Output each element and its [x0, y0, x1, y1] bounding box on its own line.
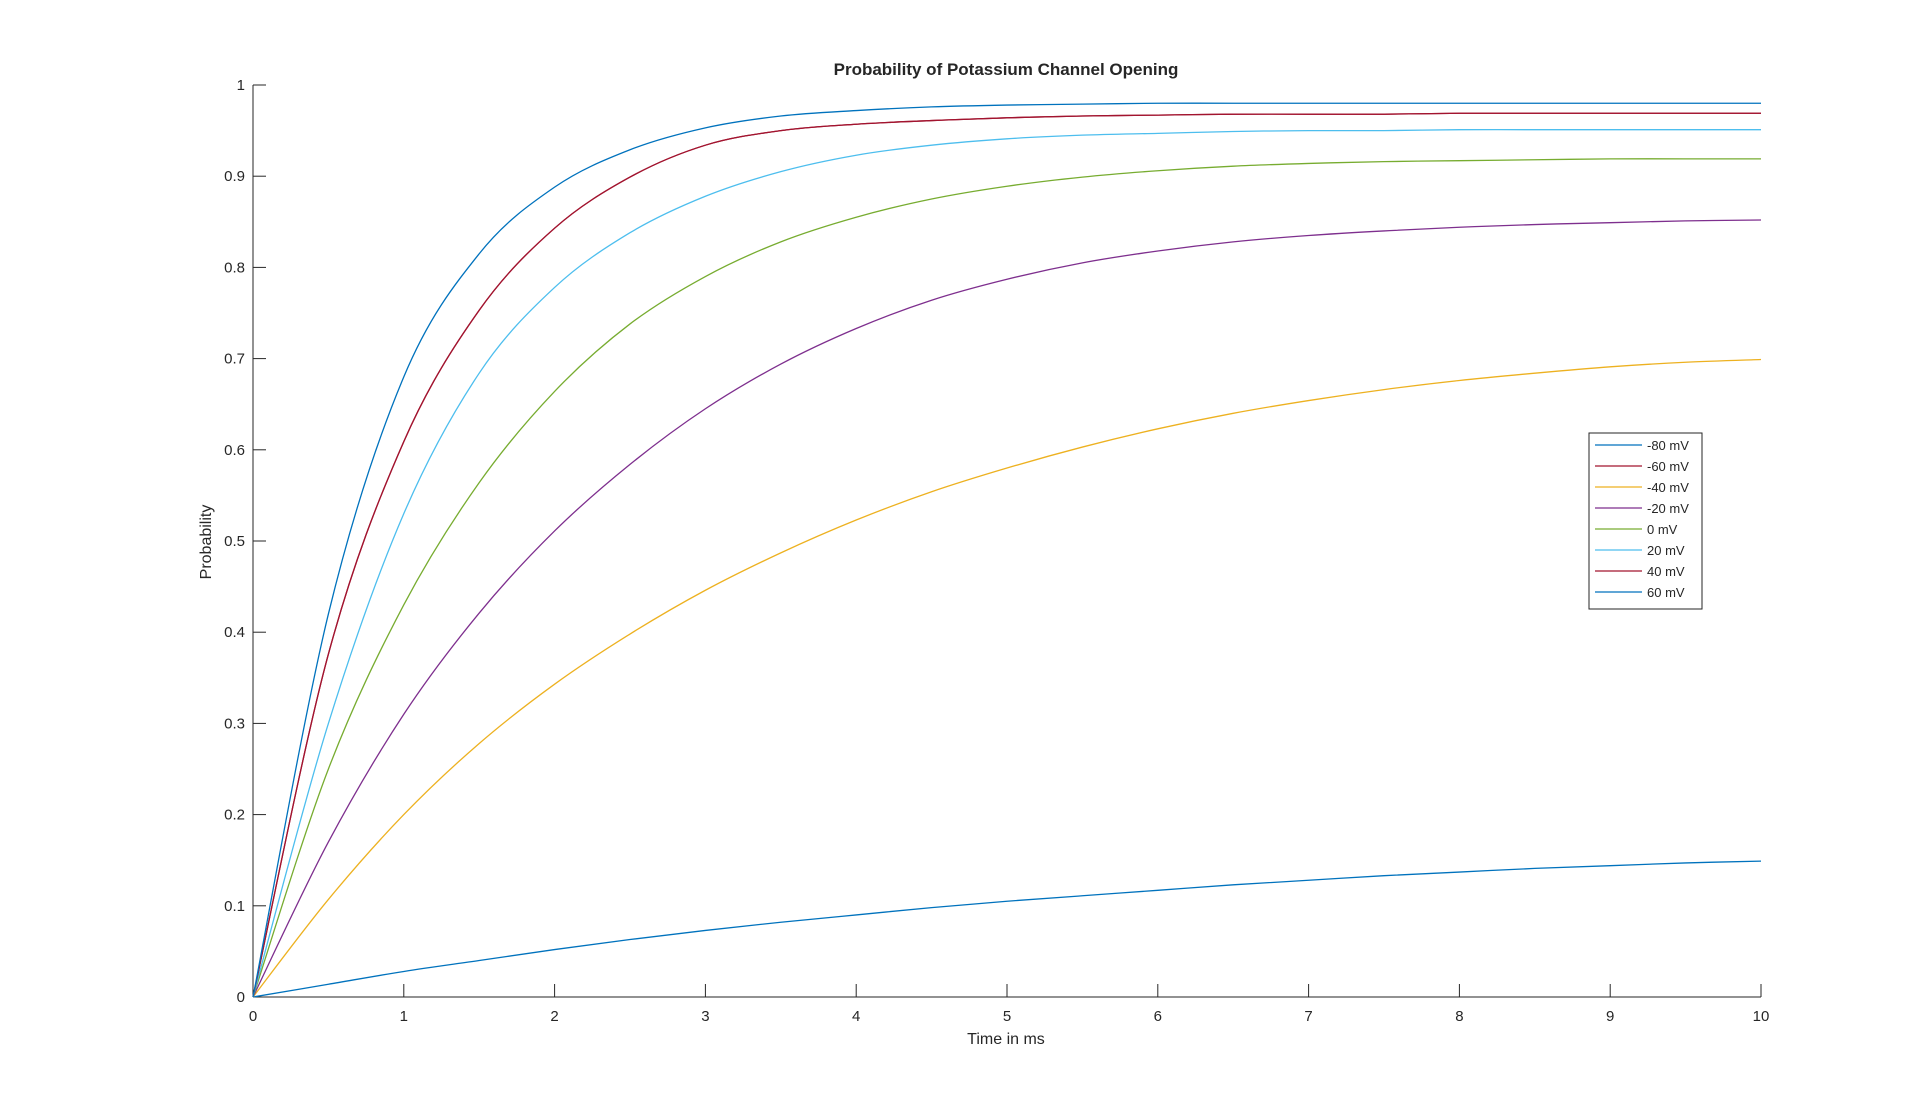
x-tick-label: 1	[400, 1008, 408, 1025]
x-tick-label: 2	[550, 1008, 558, 1025]
x-tick-label: 4	[852, 1008, 860, 1025]
x-tick-label: 0	[249, 1008, 257, 1025]
series-line-minus80mv	[252, 860, 1762, 998]
y-tick-label: 0.8	[224, 259, 245, 276]
series-line-40mv	[252, 112, 1761, 998]
x-tick-label: 9	[1606, 1008, 1614, 1025]
legend-box	[1588, 432, 1703, 610]
series-line-60mv	[252, 102, 1761, 998]
x-tick-label: 6	[1154, 1008, 1162, 1025]
y-tick-label: 0.6	[224, 442, 245, 459]
y-tick-label: 0.2	[224, 807, 245, 824]
legend: -80 mV -60 mV -40 mV -20 mV 0 mV 20 mV 40 mV 60…	[1588, 432, 1703, 610]
legend-entry: 0 mV	[1647, 522, 1678, 537]
series-line-minus20mv	[252, 219, 1762, 998]
legend-entry: 20 mV	[1647, 543, 1685, 558]
legend-entry: -80 mV	[1647, 438, 1689, 453]
x-tick-label: 3	[701, 1008, 709, 1025]
chart-title: Probability of Potassium Channel Opening	[834, 60, 1179, 79]
legend-entry: 40 mV	[1647, 564, 1685, 579]
x-tick-label: 5	[1003, 1008, 1011, 1025]
y-tick-label: 0.7	[224, 351, 245, 368]
x-tick-label: 7	[1304, 1008, 1312, 1025]
y-tick-label: 0.9	[224, 168, 245, 185]
y-tick-label: 1	[237, 77, 245, 94]
legend-entry: 60 mV	[1647, 585, 1685, 600]
plot-axes: 0 1 2 3 4 5 6 7 8 9 10 0 0.1 0.2 0.3 0.4 0.5 0.6 0.7 0.8 0.9…	[224, 77, 1769, 1025]
x-tick-label: 8	[1455, 1008, 1463, 1025]
y-tick-label: 0	[237, 989, 245, 1006]
series-line-minus40mv	[252, 358, 1762, 998]
y-tick-label: 0.5	[224, 533, 245, 550]
x-axis-label: Time in ms	[967, 1031, 1045, 1048]
legend-entry: -40 mV	[1647, 480, 1689, 495]
series-lines	[252, 102, 1762, 998]
y-tick-label: 0.4	[224, 624, 245, 641]
series-line-0mv	[252, 158, 1761, 998]
y-tick-label: 0.1	[224, 898, 245, 915]
legend-entry: -60 mV	[1647, 459, 1689, 474]
series-line-20mv	[252, 128, 1761, 998]
y-axis-label: Probability	[198, 505, 215, 580]
legend-entry: -20 mV	[1647, 501, 1689, 516]
x-tick-label: 10	[1753, 1008, 1770, 1025]
y-tick-label: 0.3	[224, 715, 245, 732]
